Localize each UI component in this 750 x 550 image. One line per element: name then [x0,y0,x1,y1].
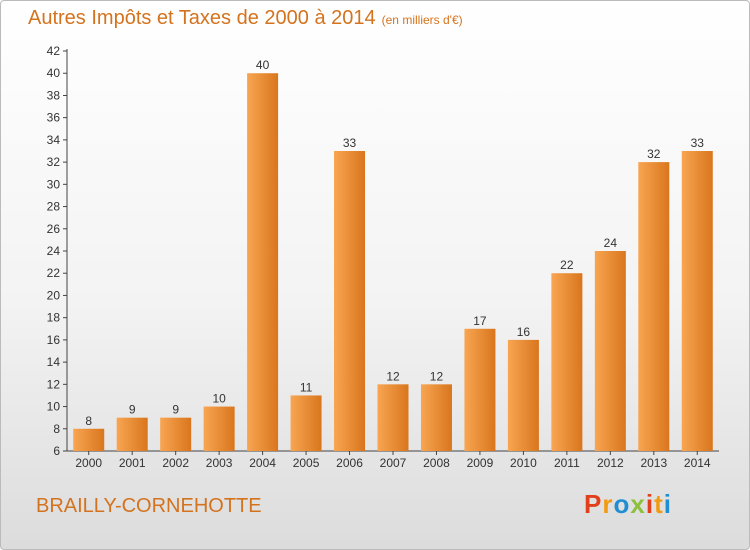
chart-unit: (en milliers d'€) [381,13,463,27]
bar [638,162,670,451]
y-tick-label: 42 [47,44,61,58]
x-tick-label: 2009 [467,456,494,470]
x-tick-label: 2010 [510,456,537,470]
y-tick-label: 40 [47,66,61,80]
y-tick-label: 12 [47,377,61,391]
logo-letter: i [663,489,672,519]
bar [116,417,148,451]
logo-letter: x [630,489,646,519]
x-tick-label: 2014 [684,456,711,470]
logo-letter: P [584,489,603,519]
y-tick-label: 24 [47,244,61,258]
x-tick-label: 2003 [206,456,233,470]
location-label: BRAILLY-CORNEHOTTE [36,495,262,517]
y-tick-label: 20 [47,288,61,302]
bar-value-label: 32 [647,147,661,161]
bar [551,273,583,451]
logo-letter: o [613,489,631,519]
logo-letter: r [602,489,614,519]
bar-value-label: 33 [343,136,357,150]
x-tick-label: 2002 [162,456,189,470]
y-tick-label: 32 [47,155,61,169]
bar [594,251,626,451]
y-tick-label: 36 [47,111,61,125]
bar [507,339,539,451]
x-tick-label: 2011 [554,456,580,470]
bar-value-label: 22 [560,258,574,272]
bar-value-label: 12 [430,369,444,383]
bar [203,406,235,451]
y-tick-label: 18 [47,311,61,325]
bar-value-label: 40 [256,58,270,72]
logo-letter: i [645,489,655,519]
x-tick-label: 2005 [293,456,320,470]
y-tick-label: 14 [47,355,61,369]
bar-value-label: 16 [517,325,531,339]
logo-letter: t [654,489,664,519]
bar-value-label: 33 [691,136,705,150]
bar [290,395,322,451]
bar [160,417,192,451]
y-tick-label: 10 [47,400,61,414]
chart-title-text: Autres Impôts et Taxes de 2000 à 2014 [28,7,376,29]
y-tick-label: 28 [47,200,61,214]
bar-value-label: 11 [300,380,313,394]
bar [247,73,279,451]
x-tick-label: 2004 [249,456,276,470]
bar-value-label: 12 [386,369,400,383]
x-tick-label: 2008 [423,456,450,470]
x-tick-label: 2001 [119,456,146,470]
x-tick-label: 2007 [380,456,407,470]
bar-value-label: 24 [604,236,618,250]
bar-value-label: 10 [212,392,226,406]
x-tick-label: 2006 [336,456,363,470]
bar [334,151,366,451]
bar-value-label: 8 [85,414,92,428]
bar [73,428,105,451]
y-tick-label: 26 [47,222,61,236]
chart-title: Autres Impôts et Taxes de 2000 à 2014 (en… [28,7,463,30]
bar-value-label: 17 [473,314,487,328]
bar-value-label: 9 [129,403,136,417]
bar [464,328,496,451]
y-tick-label: 8 [53,422,60,436]
bar [681,151,713,451]
y-tick-label: 34 [47,133,61,147]
y-tick-label: 22 [47,266,61,280]
proxiti-logo: Proxiti [584,489,672,520]
y-tick-label: 16 [47,333,61,347]
x-tick-label: 2013 [640,456,667,470]
x-tick-label: 2012 [597,456,624,470]
y-tick-label: 30 [47,177,61,191]
x-tick-label: 2000 [75,456,102,470]
y-tick-label: 38 [47,88,61,102]
bar [377,384,409,451]
bar [420,384,452,451]
y-tick-label: 6 [53,444,60,458]
bar-value-label: 9 [172,403,179,417]
